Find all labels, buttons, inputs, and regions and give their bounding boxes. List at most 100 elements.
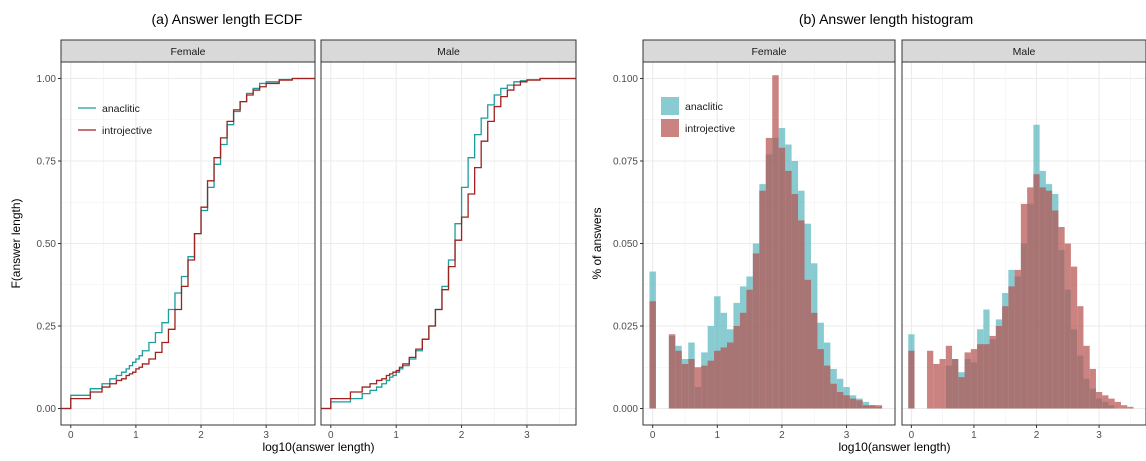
bar-introjective — [714, 350, 721, 409]
x-tick-label: 2 — [1034, 430, 1040, 441]
bar-introjective — [746, 289, 753, 409]
bar-introjective — [1120, 405, 1128, 409]
panel-female: Female 0 1 2 3 0.000 0.025 0.050 0.075 0.100 — [613, 39, 896, 441]
x-tick-label: 1 — [971, 430, 977, 441]
bar-introjective — [1033, 174, 1040, 409]
bar-introjective — [1027, 187, 1034, 409]
ecdf-line-introjective — [321, 77, 576, 410]
bar-introjective — [727, 342, 734, 409]
bar-introjective — [785, 170, 792, 409]
panel-border — [320, 61, 577, 426]
bar-introjective — [958, 377, 965, 409]
facet-label: Female — [170, 46, 205, 58]
x-tick-label: 1 — [715, 430, 721, 441]
x-tick-label: 3 — [524, 430, 530, 441]
bar-introjective — [1045, 190, 1053, 409]
bar-introjective — [875, 405, 883, 409]
bar-introjective — [869, 405, 876, 409]
bar-introjective — [798, 220, 805, 409]
bar-introjective — [668, 334, 676, 409]
x-tick-label: 3 — [263, 430, 269, 441]
bar-introjective — [752, 253, 760, 409]
legend-label-introjective: introjective — [102, 125, 152, 137]
bar-introjective — [1102, 395, 1109, 409]
x-tick-label: 3 — [844, 430, 850, 441]
bar-introjective — [1108, 398, 1115, 409]
y-tick-label: 0.075 — [613, 157, 638, 168]
panel-female: Female 0 1 2 3 0.00 0.25 0.50 0.75 1.00 — [37, 39, 316, 441]
x-tick-label: 0 — [68, 430, 74, 441]
facet-label: Male — [437, 46, 460, 58]
bar-introjective — [1058, 227, 1065, 409]
bar-introjective — [1052, 210, 1059, 409]
bar-introjective — [791, 194, 799, 409]
bar-introjective — [1064, 243, 1071, 409]
bar-introjective — [830, 383, 837, 409]
bar-introjective — [778, 147, 786, 409]
x-tick-label: 1 — [133, 430, 139, 441]
bar-introjective — [694, 367, 702, 409]
x-tick-label: 0 — [650, 430, 656, 441]
y-axis-title: % of answers — [590, 207, 604, 279]
bar-introjective — [733, 326, 740, 409]
chart-title: (b) Answer length histogram — [799, 11, 973, 27]
y-tick-label: 0.100 — [613, 74, 638, 85]
x-axis-title: log10(answer length) — [262, 440, 374, 454]
bar-introjective — [688, 359, 695, 409]
bar-introjective — [908, 350, 915, 409]
bar-introjective — [989, 335, 996, 409]
bar-introjective — [1083, 345, 1090, 409]
bar-introjective — [1014, 269, 1021, 409]
bar-introjective — [862, 405, 870, 409]
bar-introjective — [1070, 266, 1078, 409]
bar-introjective — [939, 359, 946, 409]
x-tick-label: 0 — [328, 430, 334, 441]
ecdf-line-introjective — [61, 77, 315, 410]
bar-introjective — [811, 312, 818, 409]
bar-introjective — [649, 301, 656, 409]
bar-introjective — [817, 349, 824, 409]
bar-introjective — [995, 326, 1003, 409]
legend-label-anaclitic: anaclitic — [102, 103, 140, 115]
bar-introjective — [927, 350, 934, 409]
bar-introjective — [1020, 203, 1028, 409]
bar-introjective — [765, 137, 773, 409]
bar-introjective — [849, 398, 857, 409]
bar-introjective — [1077, 306, 1084, 409]
bar-introjective — [701, 365, 708, 409]
bar-introjective — [739, 312, 747, 409]
y-tick-label: 0.75 — [37, 157, 57, 168]
bar-introjective — [843, 395, 850, 409]
x-tick-label: 1 — [393, 430, 399, 441]
bar-introjective — [856, 400, 863, 409]
legend-key-anaclitic — [661, 97, 679, 115]
facet-label: Male — [1013, 46, 1036, 58]
x-axis-title: log10(answer length) — [838, 440, 950, 454]
x-tick-label: 2 — [779, 430, 785, 441]
legend-label-anaclitic: anaclitic — [685, 101, 723, 113]
y-tick-label: 0.00 — [37, 404, 57, 415]
x-tick-label: 0 — [909, 430, 915, 441]
bar-introjective — [933, 363, 940, 409]
bar-introjective — [1127, 406, 1134, 409]
bar-introjective — [1002, 306, 1009, 409]
bar-introjective — [675, 350, 682, 409]
bar-introjective — [1039, 187, 1046, 409]
x-tick-label: 2 — [198, 430, 204, 441]
x-tick-label: 2 — [459, 430, 465, 441]
bar-introjective — [964, 352, 971, 409]
bar-introjective — [983, 344, 990, 409]
bar-introjective — [707, 360, 715, 409]
bar-introjective — [1089, 368, 1096, 409]
legend-key-introjective — [661, 119, 679, 137]
panel-border — [901, 61, 1146, 426]
bar-introjective — [1008, 286, 1015, 409]
bar-introjective — [759, 190, 766, 409]
y-tick-label: 0.025 — [613, 322, 638, 333]
panel-male: Male 0 1 2 3 — [901, 39, 1146, 441]
y-tick-label: 0.000 — [613, 404, 638, 415]
bar-introjective — [1095, 392, 1103, 409]
legend: anaclitic introjective — [661, 97, 735, 137]
y-tick-label: 0.25 — [37, 322, 57, 333]
